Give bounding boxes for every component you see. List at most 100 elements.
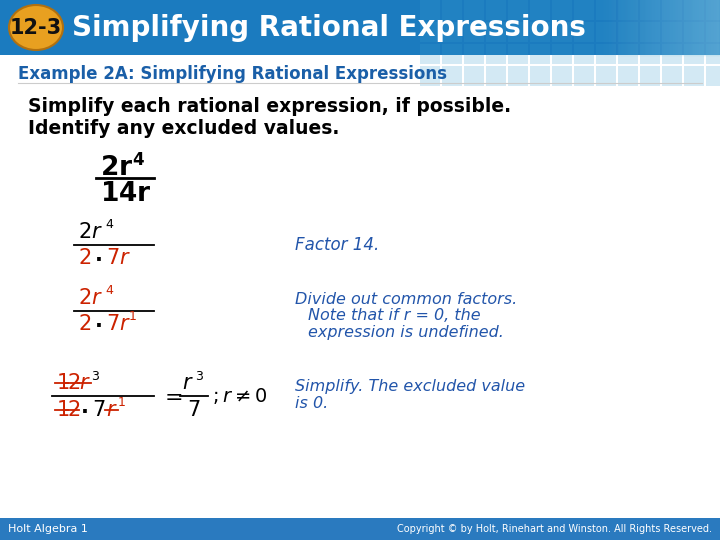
Text: $r$: $r$ (182, 373, 194, 393)
Text: $7r$: $7r$ (106, 248, 131, 268)
Bar (684, 22, 704, 42)
Text: $2$: $2$ (78, 248, 91, 268)
Bar (486, 0, 506, 20)
Bar (530, 66, 550, 86)
Bar (596, 0, 616, 20)
Text: $1$: $1$ (128, 310, 137, 323)
Bar (640, 22, 660, 42)
Bar (530, 44, 550, 64)
Bar (552, 44, 572, 64)
Text: $1$: $1$ (56, 400, 69, 420)
Bar (420, 44, 440, 64)
Text: $r$: $r$ (79, 373, 91, 393)
Bar (508, 22, 528, 42)
Bar (596, 44, 616, 64)
Text: $1$: $1$ (117, 396, 126, 409)
Bar (574, 22, 594, 42)
Text: $4$: $4$ (105, 219, 114, 232)
Bar (684, 44, 704, 64)
Bar (486, 44, 506, 64)
Bar (662, 0, 682, 20)
Text: $; r \neq 0$: $; r \neq 0$ (212, 386, 267, 406)
Text: Example 2A: Simplifying Rational Expressions: Example 2A: Simplifying Rational Express… (18, 65, 447, 83)
Bar (0, 518, 720, 540)
Text: $7$: $7$ (92, 400, 106, 420)
Text: $4$: $4$ (105, 285, 114, 298)
Text: Identify any excluded values.: Identify any excluded values. (28, 118, 339, 138)
Text: Factor 14.: Factor 14. (295, 236, 379, 254)
Bar (706, 0, 720, 20)
Text: Simplifying Rational Expressions: Simplifying Rational Expressions (72, 14, 586, 42)
Bar (442, 22, 462, 42)
Text: Simplify. The excluded value: Simplify. The excluded value (295, 380, 525, 395)
Bar (618, 66, 638, 86)
Bar (530, 22, 550, 42)
Bar (640, 0, 660, 20)
Ellipse shape (9, 5, 63, 50)
Bar (420, 22, 440, 42)
Text: is 0.: is 0. (295, 395, 328, 410)
Bar (618, 44, 638, 64)
Bar (442, 66, 462, 86)
Text: Holt Algebra 1: Holt Algebra 1 (8, 524, 88, 534)
Bar (596, 66, 616, 86)
Text: $\mathbf{2r}$: $\mathbf{2r}$ (100, 155, 133, 181)
Text: Simplify each rational expression, if possible.: Simplify each rational expression, if po… (28, 98, 511, 117)
Bar (464, 0, 484, 20)
Bar (662, 66, 682, 86)
Text: 12-3: 12-3 (10, 17, 62, 37)
Text: Divide out common factors.: Divide out common factors. (295, 293, 517, 307)
Text: $3$: $3$ (195, 369, 204, 382)
Bar (640, 44, 660, 64)
Bar (662, 22, 682, 42)
Bar (640, 66, 660, 86)
Bar (508, 66, 528, 86)
Text: $2$: $2$ (78, 314, 91, 334)
Bar (464, 22, 484, 42)
Text: $r$: $r$ (106, 400, 117, 420)
Bar (420, 0, 440, 20)
Bar (706, 22, 720, 42)
Bar (420, 66, 440, 86)
Text: Copyright © by Holt, Rinehart and Winston. All Rights Reserved.: Copyright © by Holt, Rinehart and Winsto… (397, 524, 712, 534)
Text: $2$: $2$ (67, 400, 80, 420)
Bar (508, 0, 528, 20)
Bar (508, 44, 528, 64)
Bar (706, 66, 720, 86)
Bar (0, 0, 720, 55)
Bar (486, 66, 506, 86)
Bar (662, 44, 682, 64)
Text: Note that if r = 0, the: Note that if r = 0, the (308, 308, 481, 323)
Bar (618, 0, 638, 20)
Bar (552, 0, 572, 20)
Text: $2$: $2$ (67, 373, 80, 393)
Text: $7$: $7$ (187, 400, 200, 420)
Text: $\boldsymbol{\cdot}$: $\boldsymbol{\cdot}$ (80, 400, 88, 420)
Text: $1$: $1$ (56, 373, 69, 393)
Text: $\mathbf{4}$: $\mathbf{4}$ (132, 151, 145, 169)
Bar (596, 22, 616, 42)
Text: $\mathbf{14r}$: $\mathbf{14r}$ (100, 181, 152, 207)
Text: $=$: $=$ (160, 386, 183, 406)
Text: $2r$: $2r$ (78, 222, 103, 242)
Bar (442, 44, 462, 64)
Bar (464, 44, 484, 64)
Bar (552, 22, 572, 42)
Bar (574, 66, 594, 86)
Text: $2r$: $2r$ (78, 288, 103, 308)
Bar (618, 22, 638, 42)
Bar (706, 44, 720, 64)
Bar (552, 66, 572, 86)
Text: expression is undefined.: expression is undefined. (308, 325, 504, 340)
Bar (464, 66, 484, 86)
Bar (486, 22, 506, 42)
Bar (574, 44, 594, 64)
Bar (574, 0, 594, 20)
Bar (442, 0, 462, 20)
Text: $\boldsymbol{\cdot}$: $\boldsymbol{\cdot}$ (94, 248, 102, 268)
Text: $\boldsymbol{\cdot}$: $\boldsymbol{\cdot}$ (94, 314, 102, 334)
Text: $3$: $3$ (91, 369, 100, 382)
Bar (684, 66, 704, 86)
Bar (530, 0, 550, 20)
Text: $7r$: $7r$ (106, 314, 131, 334)
